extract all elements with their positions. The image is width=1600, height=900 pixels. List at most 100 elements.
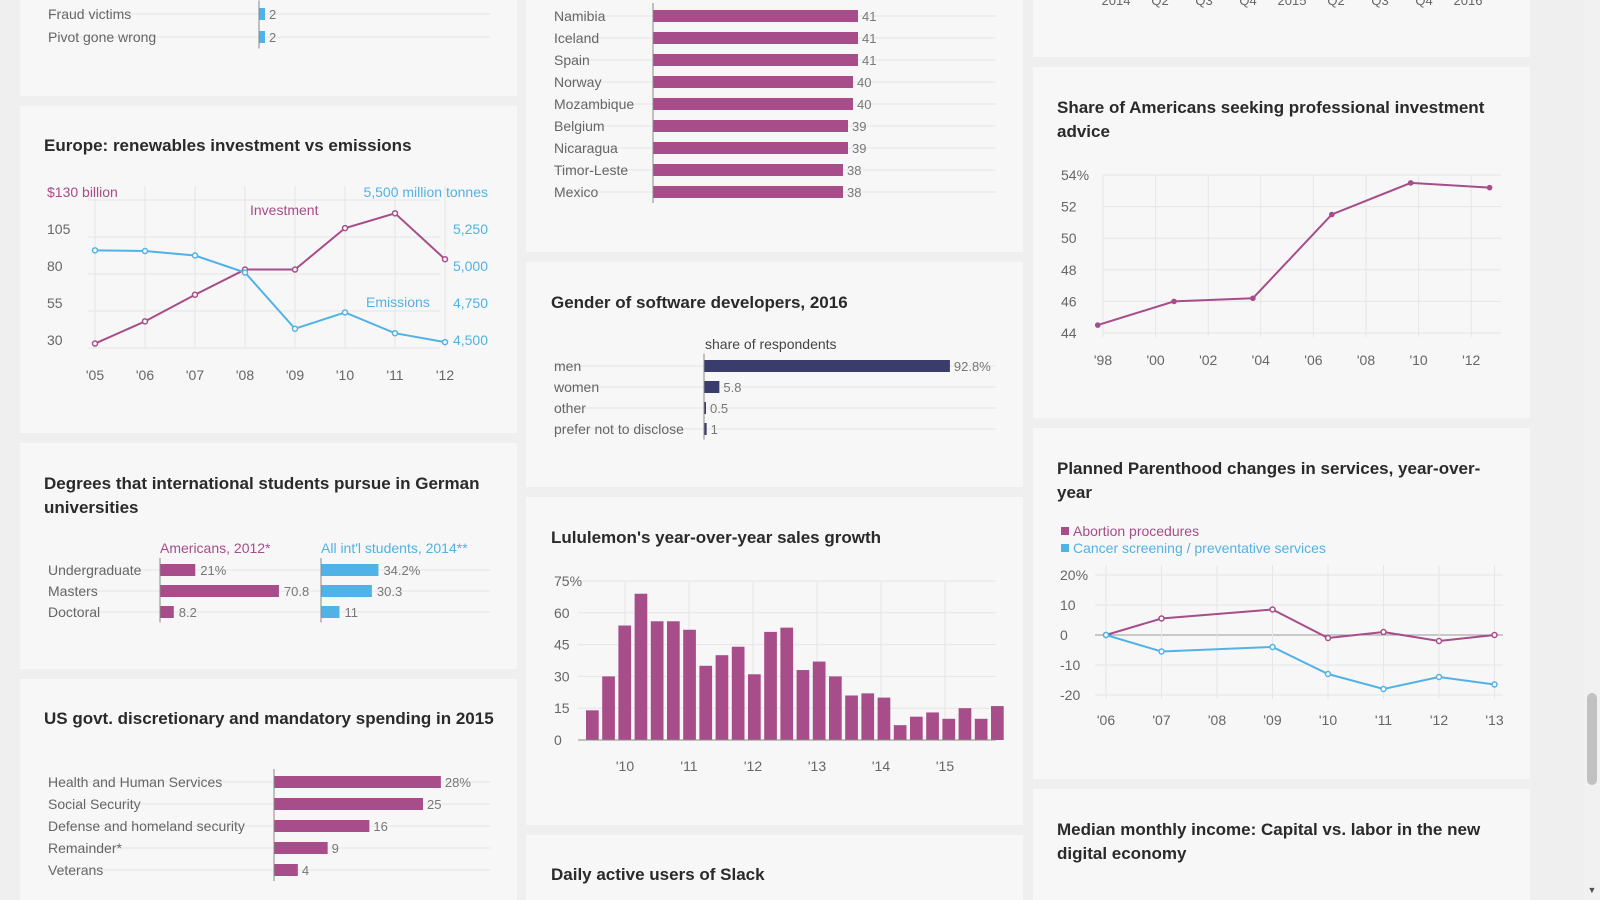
chart-title: Planned Parenthood changes in services, … (1057, 459, 1481, 502)
value-label: 30.3 (377, 584, 402, 599)
bar (845, 695, 858, 740)
data-point (1250, 295, 1256, 302)
bar (634, 593, 648, 740)
y-tick-label-left: 105 (47, 221, 71, 237)
value-label: 38 (847, 163, 861, 178)
bar (877, 697, 891, 740)
bar (653, 186, 843, 198)
value-label: 8.2 (179, 605, 197, 620)
chart-title: Lululemon's year-over-year sales growth (551, 528, 881, 547)
x-tick-label: 2016 (1454, 0, 1483, 8)
category-label: Remainder* (48, 840, 122, 856)
value-label: 21% (200, 563, 226, 578)
chart-europe: '05 '06 '07 '08 '09 '10 '11 '12 $130 billion 105 8… (47, 184, 488, 383)
y-tick-label: 48 (1061, 262, 1077, 278)
bar (974, 718, 988, 740)
bar (653, 32, 858, 44)
card-income: Median monthly income: Capital vs. labor… (1033, 789, 1530, 900)
data-point (1491, 681, 1498, 688)
category-label: Mozambique (554, 96, 634, 112)
chart-subtitle: share of respondents (705, 336, 837, 352)
x-tick-label: Q4 (1239, 0, 1256, 8)
category-label: women (553, 379, 599, 395)
bar (942, 718, 956, 740)
y-tick-label: 50 (1061, 230, 1077, 246)
scroll-down-arrow-icon[interactable]: ▼ (1587, 885, 1597, 895)
series-label: All int'l students, 2014** (321, 540, 468, 556)
bar (650, 621, 664, 740)
x-tick-label: '13 (1485, 712, 1503, 728)
category-label: Social Security (48, 796, 141, 812)
x-tick-label: '06 (1304, 352, 1322, 368)
bar (274, 820, 370, 832)
scrollbar-track[interactable] (1584, 0, 1600, 900)
series-line (1097, 181, 1490, 327)
x-tick-label: '09 (286, 367, 304, 383)
category-label: men (554, 358, 581, 374)
bar (160, 585, 279, 597)
bar (958, 708, 972, 740)
chart-title: Daily active users of Slack (551, 865, 765, 884)
bar (653, 142, 848, 154)
x-tick-label: '00 (1146, 352, 1164, 368)
bar (274, 842, 328, 854)
bar (829, 676, 842, 740)
bar (991, 706, 1004, 740)
y-tick-label: 75% (554, 573, 582, 589)
value-label: 25 (427, 797, 441, 812)
data-point (1269, 643, 1276, 651)
card-gender: Gender of software developers, 2016 shar… (526, 262, 1023, 487)
scrollbar-thumb[interactable] (1587, 693, 1597, 785)
card-countries: Namibia 41 Iceland 41 Spain 41 Norway 40 Mozambi… (526, 0, 1023, 252)
category-label: prefer not to disclose (554, 421, 684, 437)
bar (653, 98, 853, 110)
value-label: 41 (862, 9, 876, 24)
card-slack: Daily active users of Slack (526, 835, 1023, 900)
x-tick-label: Q4 (1415, 0, 1432, 8)
value-label: 5.8 (723, 380, 741, 395)
value-label: 39 (852, 119, 866, 134)
card-degrees: Degrees that international students purs… (20, 443, 517, 669)
y-tick-label: 15 (554, 700, 570, 716)
y-tick-label-right: 4,500 (453, 332, 488, 348)
bar (653, 76, 853, 88)
bar (764, 631, 777, 740)
data-point (1407, 180, 1414, 186)
x-tick-label: '14 (872, 758, 890, 774)
data-point (1324, 634, 1332, 642)
x-tick-label: '15 (936, 758, 954, 774)
y-tick-label: 45 (554, 637, 570, 653)
bar (160, 606, 174, 618)
series-line (94, 249, 446, 344)
x-tick-label: '10 (1409, 352, 1427, 368)
data-point (1435, 637, 1443, 645)
bar (731, 646, 745, 740)
bar (812, 661, 826, 740)
y-tick-label-right: 5,500 million tonnes (363, 184, 488, 200)
data-point (91, 247, 99, 254)
chart-title: Gender of software developers, 2016 (551, 293, 848, 312)
y-tick-label: 44 (1061, 325, 1077, 341)
bar (796, 670, 810, 740)
data-point (1269, 606, 1276, 613)
chart-gender: share of respondents men 92.8% women 5.8 othe… (553, 336, 996, 440)
legend-label: Abortion procedures (1073, 523, 1199, 539)
bar (653, 120, 848, 132)
y-tick-label-left: $130 billion (47, 184, 118, 200)
data-point (141, 318, 149, 325)
x-tick-label: '10 (336, 367, 354, 383)
bar (653, 10, 858, 22)
bar (704, 402, 706, 414)
data-point (341, 309, 349, 316)
chart-title: Degrees that international students purs… (44, 474, 480, 517)
bar (259, 31, 265, 43)
value-label: 41 (862, 31, 876, 46)
value-label: 39 (852, 141, 866, 156)
x-tick-label: Q3 (1195, 0, 1212, 8)
series-label: Emissions (366, 294, 430, 310)
value-label: 70.8 (284, 584, 309, 599)
bar (683, 629, 696, 740)
card-top-left-bars: Fraud victims 2 Pivot gone wrong 2 (20, 0, 517, 96)
bar (704, 381, 720, 393)
